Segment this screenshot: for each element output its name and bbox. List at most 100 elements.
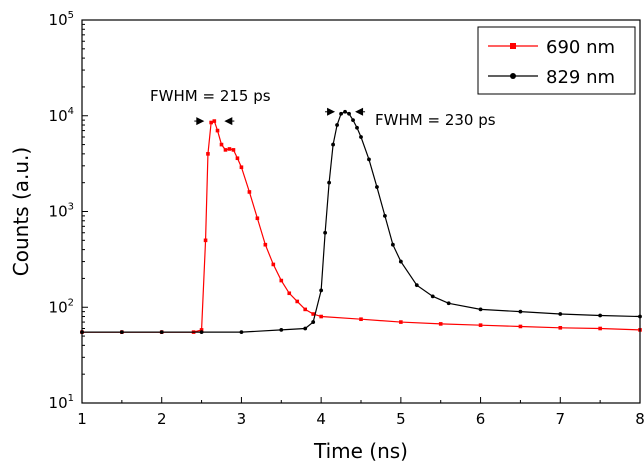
y-axis-title: Counts (a.u.)	[9, 147, 33, 276]
y-tick-base: 10	[49, 11, 68, 29]
legend-label: 829 nm	[546, 67, 615, 88]
legend-label: 690 nm	[546, 37, 615, 58]
data-point	[219, 142, 224, 147]
y-tick-label: 105	[49, 10, 74, 29]
data-point	[430, 294, 435, 299]
data-point	[209, 120, 213, 125]
y-tick-exponent: 5	[68, 10, 74, 21]
data-point	[375, 185, 379, 189]
data-point	[398, 259, 403, 264]
data-point	[478, 307, 483, 312]
data-point	[279, 278, 284, 283]
data-point	[206, 152, 210, 156]
data-point	[335, 123, 339, 127]
data-point	[319, 314, 323, 319]
data-point	[279, 328, 284, 332]
data-point	[399, 320, 403, 324]
data-point	[558, 312, 563, 316]
data-point	[323, 230, 328, 235]
data-point	[215, 128, 220, 133]
data-point	[331, 142, 335, 147]
data-point	[295, 299, 300, 304]
y-tick-exponent: 4	[68, 106, 74, 117]
x-tick-label: 8	[635, 410, 644, 428]
data-point	[518, 324, 523, 329]
data-point	[212, 119, 217, 123]
data-point	[343, 109, 347, 114]
data-point	[518, 309, 523, 314]
data-point	[438, 322, 443, 326]
data-point	[231, 148, 236, 152]
data-point	[598, 313, 603, 318]
x-tick-label: 4	[316, 410, 326, 428]
legend-entry-0: 690 nm	[488, 37, 615, 58]
data-point	[319, 288, 324, 293]
fwhm-annotation: FWHM = 215 ps	[150, 87, 271, 126]
data-point	[367, 157, 371, 162]
y-tick-base: 10	[49, 203, 68, 221]
y-tick-label: 101	[49, 393, 74, 412]
data-point	[247, 190, 252, 194]
data-point	[263, 242, 268, 247]
data-point	[239, 165, 244, 170]
data-point	[203, 238, 208, 243]
fwhm-label: FWHM = 230 ps	[375, 111, 496, 129]
data-point	[478, 323, 483, 327]
data-point	[199, 330, 204, 335]
data-point	[255, 216, 260, 221]
data-point	[351, 118, 355, 123]
data-point	[287, 291, 292, 296]
x-tick-label: 7	[556, 410, 566, 428]
x-tick-label: 1	[77, 410, 87, 428]
series-line	[82, 111, 641, 333]
y-tick-label: 102	[49, 297, 74, 316]
y-tick-label: 103	[49, 202, 74, 221]
y-tick-label: 104	[49, 106, 74, 125]
legend-swatch-marker	[510, 43, 516, 49]
y-tick-base: 10	[49, 298, 68, 316]
data-point	[558, 326, 563, 330]
data-point	[159, 330, 164, 335]
series-1	[80, 109, 642, 335]
data-point	[303, 307, 307, 312]
data-point	[303, 326, 308, 331]
data-point	[347, 111, 351, 116]
legend-box	[477, 26, 636, 95]
data-point	[390, 242, 395, 247]
x-tick-label: 5	[396, 410, 406, 428]
data-point	[235, 156, 240, 161]
data-point	[446, 301, 451, 306]
x-tick-label: 3	[237, 410, 247, 428]
y-tick-exponent: 2	[68, 297, 74, 308]
fwhm-label: FWHM = 215 ps	[150, 87, 271, 105]
x-axis-title: Time (ns)	[313, 439, 408, 463]
plot-area	[80, 109, 642, 335]
legend: 690 nm 829 nm	[477, 26, 636, 95]
data-point	[383, 213, 387, 218]
data-point	[227, 147, 232, 151]
data-point	[339, 111, 343, 116]
y-tick-base: 10	[49, 107, 68, 125]
data-point	[359, 135, 363, 139]
legend-entry-1: 829 nm	[488, 67, 615, 88]
y-tick-base: 10	[49, 394, 68, 412]
x-axis: 1 2 3 4 5 6 7 8	[77, 397, 644, 428]
annotations: FWHM = 215 ps FWHM = 230 ps	[150, 87, 496, 129]
data-point	[119, 330, 124, 335]
x-tick-label: 2	[157, 410, 167, 428]
data-point	[414, 283, 419, 288]
data-point	[598, 326, 602, 331]
data-point	[359, 317, 363, 322]
y-tick-exponent: 1	[68, 393, 74, 404]
data-point	[327, 180, 332, 185]
x-tick-label: 6	[476, 410, 486, 428]
legend-swatch-marker	[510, 73, 516, 79]
data-point	[223, 148, 228, 152]
data-point	[311, 312, 315, 316]
data-point	[199, 328, 204, 332]
data-point	[355, 125, 359, 130]
data-point	[271, 262, 276, 267]
y-tick-exponent: 3	[68, 202, 74, 213]
